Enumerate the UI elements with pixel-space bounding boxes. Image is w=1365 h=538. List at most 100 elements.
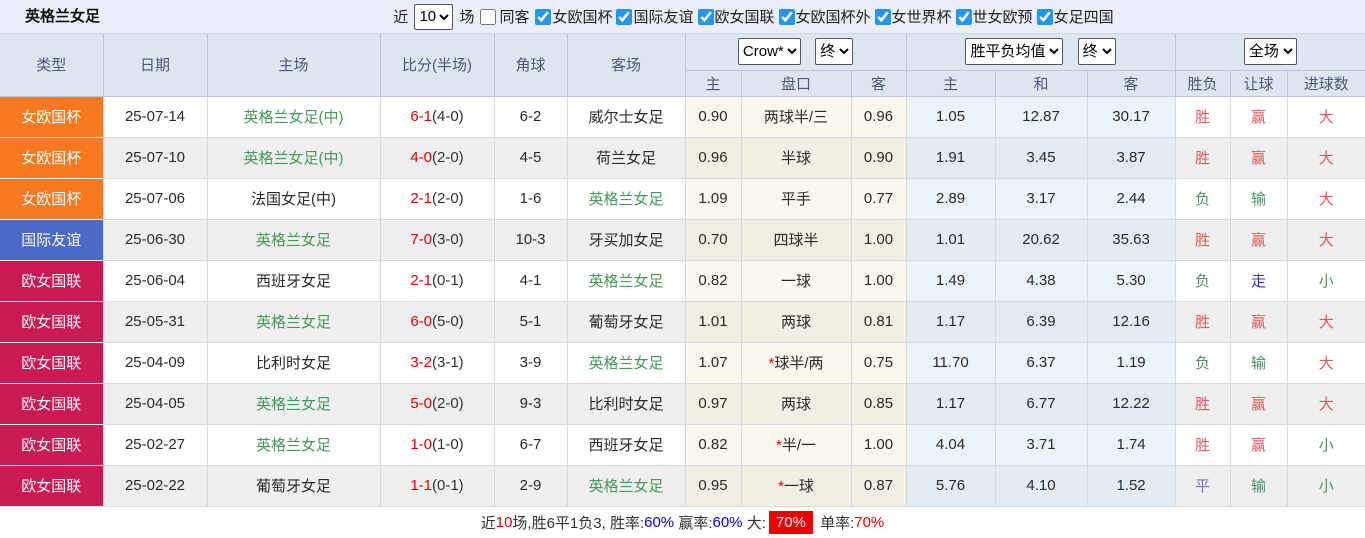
match-row: 国际友谊 25-06-30 英格兰女足 7-0(3-0) 10-3 牙买加女足 0.70 四球… — [0, 218, 1365, 261]
result-wdl: 胜 — [1174, 218, 1231, 261]
same-away-checkbox[interactable] — [480, 8, 497, 25]
result-goals: 大 — [1286, 300, 1365, 343]
result-handicap: 赢 — [1229, 95, 1288, 138]
avg-type-select[interactable]: 胜平负均值 — [965, 38, 1064, 66]
subcol-handicap: 盘口 — [740, 70, 852, 97]
avg-home: 1.01 — [905, 218, 996, 261]
filter-checkbox-4[interactable] — [874, 8, 891, 25]
summary-footer: 近 10 场,胜6平1负3, 胜率: 60% 赢率: 60% 大: 70% 单率: 70% — [0, 507, 1365, 538]
filter-checkbox-0[interactable] — [535, 8, 552, 25]
odds-company-state-select[interactable]: 终 — [815, 38, 854, 66]
match-score: 1-0(1-0) — [379, 423, 495, 466]
corner-score: 10-3 — [493, 218, 568, 261]
footer-segment-2: 场,胜6平1负3, 胜率: — [512, 514, 645, 532]
filter-checkbox-2[interactable] — [697, 8, 714, 25]
match-type-badge: 女欧国杯 — [0, 136, 104, 179]
match-score: 2-1(0-1) — [379, 259, 495, 302]
filter-label-4: 女世界杯 — [891, 9, 952, 26]
match-row: 女欧国杯 25-07-14 英格兰女足(中) 6-1(4-0) 6-2 威尔士女足 0.90… — [0, 95, 1365, 138]
match-row: 欧女国联 25-06-04 西班牙女足 2-1(0-1) 4-1 英格兰女足 0.82 一球 1… — [0, 259, 1365, 302]
match-score: 4-0(2-0) — [379, 136, 495, 179]
avg-home: 1.49 — [905, 259, 996, 302]
avg-away: 12.16 — [1086, 300, 1176, 343]
away-team: 英格兰女足 — [566, 341, 686, 384]
handicap: *一球 — [740, 464, 852, 507]
odds-home: 0.70 — [684, 218, 742, 261]
odds-company-select[interactable]: Crow* — [737, 38, 801, 66]
home-team: 英格兰女足 — [206, 300, 381, 343]
avg-away: 1.19 — [1086, 341, 1176, 384]
avg-away: 1.52 — [1086, 464, 1176, 507]
games-label: 场 — [459, 9, 475, 26]
away-team: 葡萄牙女足 — [566, 300, 686, 343]
avg-away: 1.74 — [1086, 423, 1176, 466]
odds-home: 0.82 — [684, 259, 742, 302]
col-corner: 角球 — [493, 34, 568, 97]
handicap: *半/一 — [740, 423, 852, 466]
match-type-badge: 女欧国杯 — [0, 95, 104, 138]
filter-label-5: 世女欧预 — [972, 9, 1033, 26]
odds-away: 1.00 — [850, 218, 907, 261]
filter-checkbox-1[interactable] — [616, 8, 633, 25]
match-rows: 女欧国杯 25-07-14 英格兰女足(中) 6-1(4-0) 6-2 威尔士女足 0.90… — [0, 95, 1365, 507]
footer-segment-9: 70% — [854, 513, 885, 531]
match-type-badge: 欧女国联 — [0, 300, 104, 343]
home-team: 英格兰女足 — [206, 218, 381, 261]
odds-home: 0.82 — [684, 423, 742, 466]
avg-state-select[interactable]: 终 — [1077, 38, 1116, 66]
avg-away: 30.17 — [1086, 95, 1176, 138]
odds-away: 0.87 — [850, 464, 907, 507]
result-handicap: 赢 — [1229, 423, 1288, 466]
footer-segment-4: 赢率: — [674, 514, 713, 532]
near-count-select[interactable]: 10 — [414, 3, 454, 30]
filter-checkbox-6[interactable] — [1036, 8, 1053, 25]
subcol-odds-home: 主 — [685, 70, 742, 97]
avg-home: 1.17 — [905, 300, 996, 343]
home-team: 西班牙女足 — [206, 259, 381, 302]
avg-away: 12.22 — [1086, 382, 1176, 425]
result-goals: 小 — [1286, 464, 1365, 507]
result-wdl: 胜 — [1174, 95, 1231, 138]
result-goals: 小 — [1286, 259, 1365, 302]
result-goals: 大 — [1286, 95, 1365, 138]
match-score: 6-0(5-0) — [379, 300, 495, 343]
match-date: 25-02-22 — [102, 464, 208, 507]
filter-checkboxes: 女欧国杯 国际友谊 欧女国联 女欧国杯外 女世界杯 世女欧预 女足四国 — [531, 6, 1114, 27]
match-type-badge: 欧女国联 — [0, 341, 104, 384]
match-date: 25-02-27 — [102, 423, 208, 466]
corner-score: 6-2 — [493, 95, 568, 138]
table-header: 类型 日期 主场 比分(半场) 角球 客场 Crow* 终 胜平负均值 终 全场… — [0, 34, 1365, 97]
corner-score: 3-9 — [493, 341, 568, 384]
result-handicap: 输 — [1229, 341, 1288, 384]
result-handicap: 赢 — [1229, 382, 1288, 425]
home-team: 法国女足(中) — [206, 177, 381, 220]
avg-draw: 20.62 — [994, 218, 1088, 261]
handicap: *球半/两 — [740, 341, 852, 384]
filter-checkbox-3[interactable] — [778, 8, 795, 25]
result-wdl: 负 — [1174, 177, 1231, 220]
match-type-badge: 欧女国联 — [0, 423, 104, 466]
match-row: 欧女国联 25-05-31 英格兰女足 6-0(5-0) 5-1 葡萄牙女足 1.01 两球 0… — [0, 300, 1365, 343]
corner-score: 2-9 — [493, 464, 568, 507]
filter-label-6: 女足四国 — [1053, 9, 1114, 26]
match-score: 2-1(2-0) — [379, 177, 495, 220]
away-team: 荷兰女足 — [566, 136, 686, 179]
footer-segment-1: 10 — [495, 513, 513, 531]
odds-home: 0.96 — [684, 136, 742, 179]
corner-score: 1-6 — [493, 177, 568, 220]
handicap: 一球 — [740, 259, 852, 302]
col-date: 日期 — [102, 34, 208, 97]
result-goals: 大 — [1286, 218, 1365, 261]
scope-select[interactable]: 全场 — [1243, 38, 1297, 66]
result-handicap: 输 — [1229, 177, 1288, 220]
odds-away: 0.81 — [850, 300, 907, 343]
topbar-controls: 近 10 场 同客 女欧国杯 国际友谊 欧女国联 女欧国杯外 女世界杯 世女欧预 女足四国 — [251, 3, 1114, 30]
avg-home: 11.70 — [905, 341, 996, 384]
result-wdl: 平 — [1174, 464, 1231, 507]
filter-checkbox-5[interactable] — [955, 8, 972, 25]
avg-draw: 3.45 — [994, 136, 1088, 179]
match-row: 欧女国联 25-02-22 葡萄牙女足 1-1(0-1) 2-9 英格兰女足 0.95 *一球… — [0, 464, 1365, 507]
same-away-label: 同客 — [499, 9, 530, 26]
avg-draw: 6.39 — [994, 300, 1088, 343]
result-wdl: 胜 — [1174, 136, 1231, 179]
